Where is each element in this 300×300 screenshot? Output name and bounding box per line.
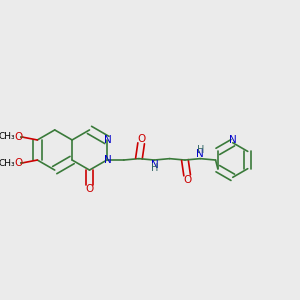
Text: H: H (196, 145, 204, 155)
Text: O: O (15, 158, 23, 168)
Text: CH₃: CH₃ (0, 159, 15, 168)
Text: O: O (137, 134, 145, 144)
Text: N: N (151, 160, 159, 170)
Text: O: O (15, 132, 23, 142)
Text: N: N (229, 135, 237, 145)
Text: N: N (104, 135, 112, 145)
Text: O: O (85, 184, 94, 194)
Text: O: O (183, 175, 191, 185)
Text: CH₃: CH₃ (0, 132, 15, 141)
Text: N: N (196, 148, 204, 159)
Text: H: H (151, 164, 158, 173)
Text: N: N (104, 155, 112, 165)
